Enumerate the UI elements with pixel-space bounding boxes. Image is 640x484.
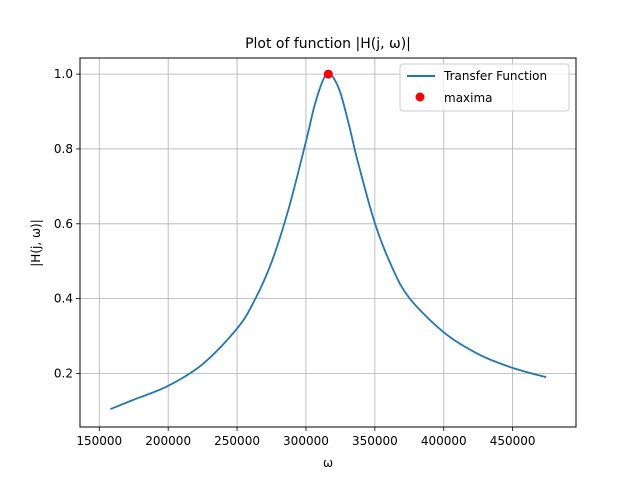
y-tick-label: 0.4 [54, 292, 73, 306]
x-tick-label: 200000 [145, 434, 191, 448]
legend-marker-swatch [415, 92, 425, 102]
maxima-point [323, 69, 333, 79]
axes-frame [79, 57, 577, 428]
x-tick-label: 150000 [76, 434, 122, 448]
y-tick-label: 0.8 [54, 142, 73, 156]
chart-title: Plot of function |H(j, ω)| [245, 36, 411, 52]
x-tick-label: 350000 [352, 434, 398, 448]
x-tick-label: 300000 [283, 434, 329, 448]
legend-label-maxima: maxima [444, 91, 493, 105]
grid-lines [80, 58, 576, 427]
x-tick-label: 250000 [214, 434, 260, 448]
y-tick-label: 1.0 [54, 67, 73, 81]
x-tick-label: 450000 [490, 434, 536, 448]
y-tick-label: 0.6 [54, 217, 73, 231]
y-tick-label: 0.2 [54, 366, 73, 380]
legend: Transfer Function maxima [399, 63, 570, 112]
x-axis-label: ω [323, 456, 333, 470]
x-tick-label: 400000 [421, 434, 467, 448]
y-axis-label: |H(j, ω)| [29, 219, 43, 266]
legend-label-transfer-function: Transfer Function [443, 69, 547, 83]
legend-box [399, 63, 570, 112]
series-layer [110, 69, 547, 410]
axis-ticks: 150000 200000 250000 300000 350000 400000 4500… [54, 67, 536, 448]
